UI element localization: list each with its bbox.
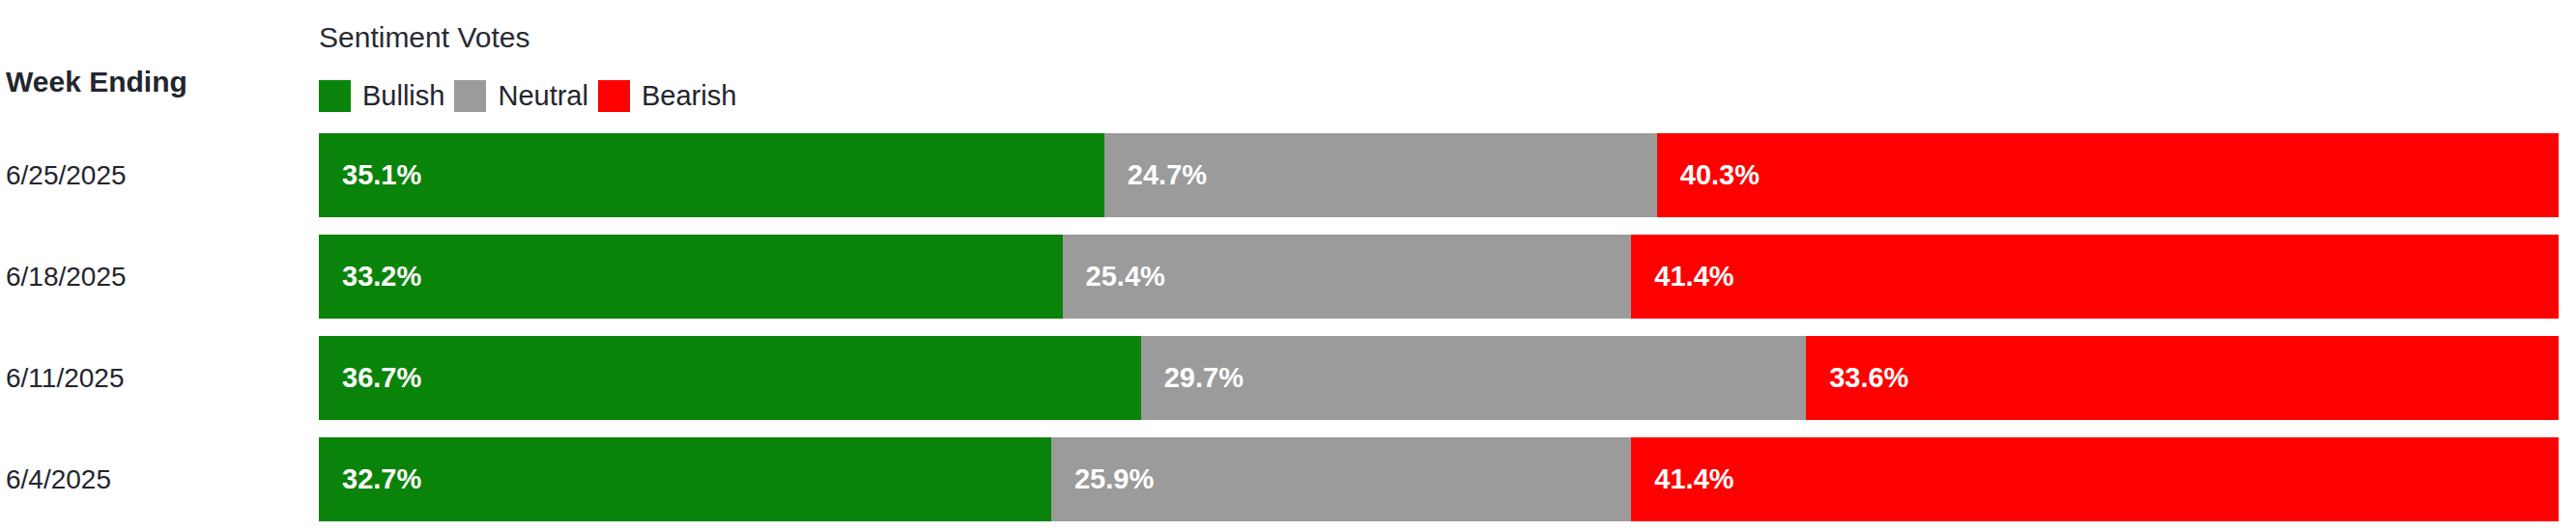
legend-swatch-bearish (598, 80, 630, 112)
bar-segment-value: 25.4% (1063, 261, 1165, 293)
row-label-date: 6/4/2025 (0, 437, 319, 521)
bar-segment-bullish: 33.2% (319, 235, 1063, 319)
bar-segment-bullish: 32.7% (319, 437, 1051, 521)
bar-segment-value: 24.7% (1104, 159, 1207, 191)
chart-title: Sentiment Votes (319, 21, 2576, 55)
chart-legend: Bullish Neutral Bearish (319, 80, 2576, 112)
legend-swatch-bullish (319, 80, 351, 112)
bar-segment-value: 29.7% (1141, 362, 1244, 394)
row-label-date: 6/18/2025 (0, 235, 319, 319)
row-label-date: 6/25/2025 (0, 133, 319, 217)
bar-segment-bullish: 36.7% (319, 336, 1141, 420)
week-ending-label: Week Ending (6, 66, 319, 98)
bar-segment-neutral: 25.9% (1051, 437, 1631, 521)
chart-row: 6/18/2025 33.2% 25.4% 41.4% (0, 235, 2576, 336)
bar-segment-value: 41.4% (1631, 463, 1733, 495)
bar-segment-bearish: 41.4% (1631, 235, 2559, 319)
bar-segment-bearish: 33.6% (1806, 336, 2559, 420)
bar-segment-neutral: 29.7% (1141, 336, 1806, 420)
bar-segment-value: 41.4% (1631, 261, 1733, 293)
legend-label-neutral: Neutral (498, 80, 588, 112)
sentiment-votes-chart: Week Ending Sentiment Votes Bullish Neut… (0, 0, 2576, 531)
bar-segment-bullish: 35.1% (319, 133, 1104, 217)
bar-segment-value: 32.7% (319, 463, 421, 495)
bar-segment-value: 40.3% (1657, 159, 1760, 191)
stacked-bar: 36.7% 29.7% 33.6% (319, 336, 2559, 420)
bar-segment-value: 25.9% (1051, 463, 1154, 495)
bar-segment-value: 33.2% (319, 261, 421, 293)
chart-row: 6/25/2025 35.1% 24.7% 40.3% (0, 133, 2576, 235)
row-axis-header: Week Ending (0, 0, 319, 133)
bar-segment-bearish: 41.4% (1631, 437, 2559, 521)
bar-segment-neutral: 24.7% (1104, 133, 1657, 217)
bar-segment-value: 35.1% (319, 159, 421, 191)
legend-swatch-neutral (454, 80, 486, 112)
legend-label-bullish: Bullish (362, 80, 444, 112)
chart-header: Week Ending Sentiment Votes Bullish Neut… (0, 0, 2576, 133)
stacked-bar: 32.7% 25.9% 41.4% (319, 437, 2559, 521)
bar-segment-value: 36.7% (319, 362, 421, 394)
chart-row: 6/4/2025 32.7% 25.9% 41.4% (0, 437, 2576, 531)
row-label-date: 6/11/2025 (0, 336, 319, 420)
bar-segment-neutral: 25.4% (1063, 235, 1632, 319)
stacked-bar: 35.1% 24.7% 40.3% (319, 133, 2559, 217)
bar-segment-bearish: 40.3% (1657, 133, 2559, 217)
chart-row: 6/11/2025 36.7% 29.7% 33.6% (0, 336, 2576, 437)
chart-title-area: Sentiment Votes Bullish Neutral Bearish (319, 0, 2576, 133)
legend-label-bearish: Bearish (642, 80, 736, 112)
bar-segment-value: 33.6% (1806, 362, 1908, 394)
stacked-bar: 33.2% 25.4% 41.4% (319, 235, 2559, 319)
